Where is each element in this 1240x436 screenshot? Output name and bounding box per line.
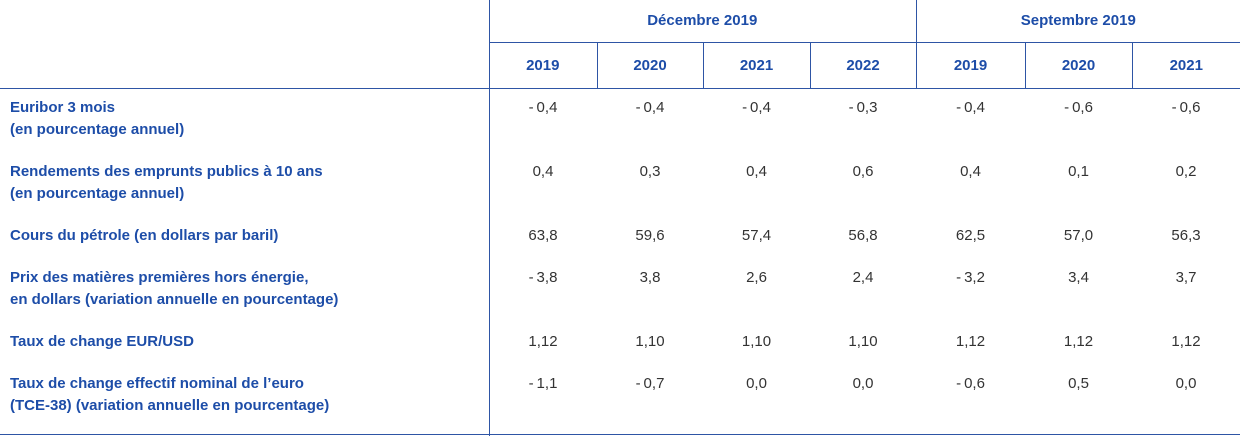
- table-row-eurusd: Taux de change EUR/USD 1,12 1,10 1,10 1,…: [0, 323, 1240, 365]
- row-label: Taux de change effectif nominal de l’eur…: [0, 365, 489, 429]
- value-cell: 2,6: [746, 268, 767, 286]
- value-cell: 2,4: [852, 268, 874, 286]
- table-row-rendements: Rendements des emprunts publics à 10 ans…: [0, 153, 1240, 217]
- value-cell: - 0,6: [956, 374, 985, 392]
- row-label-line1: Prix des matières premières hors énergie…: [10, 268, 309, 286]
- value-cell: 1,10: [741, 332, 772, 350]
- row-label: Euribor 3 mois (en pourcentage annuel): [0, 88, 489, 153]
- value-cell: 3,8: [639, 268, 661, 286]
- value-cell: - 0,6: [1064, 98, 1093, 116]
- row-label-line2: (TCE-38) (variation annuelle en pourcent…: [10, 396, 330, 414]
- value-cell: 1,12: [955, 332, 986, 350]
- value-cell: - 0,4: [528, 98, 558, 116]
- value-cell: 0,0: [1175, 374, 1197, 392]
- value-cell: 59,6: [635, 226, 665, 244]
- year-header: 2021: [1131, 42, 1240, 89]
- value-cell: 0,3: [639, 162, 661, 180]
- table-row-euribor: Euribor 3 mois (en pourcentage annuel) -…: [0, 88, 1240, 153]
- value-cell: 1,10: [848, 332, 878, 350]
- value-cell: 0,5: [1068, 374, 1089, 392]
- value-cell: - 3,2: [956, 268, 985, 286]
- value-cell: - 0,3: [848, 98, 878, 116]
- value-cell: 1,12: [1171, 332, 1201, 350]
- row-label-line2: (en pourcentage annuel): [10, 120, 185, 138]
- value-cell: 63,8: [528, 226, 558, 244]
- header-spacer: [0, 42, 489, 89]
- value-cell: 56,8: [848, 226, 878, 244]
- row-label-line2: en dollars (variation annuelle en pource…: [10, 290, 339, 308]
- column-group-decembre-2019: Décembre 2019: [489, 0, 917, 43]
- row-label: Taux de change EUR/USD: [0, 323, 489, 365]
- value-cell: 0,4: [746, 162, 767, 180]
- value-cell: 0,0: [746, 374, 767, 392]
- row-label: Prix des matières premières hors énergie…: [0, 259, 489, 323]
- value-cell: 1,12: [528, 332, 558, 350]
- value-cell: - 0,4: [742, 98, 771, 116]
- value-cell: 3,4: [1068, 268, 1089, 286]
- value-cell: 56,3: [1171, 226, 1201, 244]
- value-cell: 0,4: [960, 162, 981, 180]
- table-row-taux-effectif: Taux de change effectif nominal de l’eur…: [0, 365, 1240, 429]
- year-header: 2019: [915, 42, 1026, 89]
- value-cell: 0,4: [532, 162, 554, 180]
- value-cell: 62,5: [955, 226, 986, 244]
- row-label-line1: Euribor 3 mois: [10, 98, 116, 116]
- value-cell: 1,10: [635, 332, 665, 350]
- column-group-header-row: Décembre 2019 Septembre 2019: [0, 0, 1240, 43]
- year-header: 2019: [489, 42, 597, 89]
- row-label-line1: Cours du pétrole (en dollars par baril): [10, 226, 279, 244]
- value-cell: 57,4: [741, 226, 772, 244]
- label-column-divider-line: [489, 0, 490, 436]
- value-cell: 57,0: [1063, 226, 1094, 244]
- value-cell: 0,0: [852, 374, 874, 392]
- column-group-septembre-2019: Septembre 2019: [915, 0, 1240, 43]
- year-header: 2020: [1024, 42, 1133, 89]
- row-label-line1: Taux de change EUR/USD: [10, 332, 194, 350]
- value-cell: 1,12: [1063, 332, 1094, 350]
- row-label-line2: (en pourcentage annuel): [10, 184, 185, 202]
- year-header-row: 2019 2020 2021 2022 2019 2020 2021: [0, 42, 1240, 89]
- value-cell: - 0,4: [635, 98, 665, 116]
- value-cell: 3,7: [1175, 268, 1197, 286]
- row-label: Rendements des emprunts publics à 10 ans…: [0, 153, 489, 217]
- table-row-matieres-premieres: Prix des matières premières hors énergie…: [0, 259, 1240, 323]
- row-label-line1: Rendements des emprunts publics à 10 ans: [10, 162, 323, 180]
- value-cell: - 0,6: [1171, 98, 1201, 116]
- row-label: Cours du pétrole (en dollars par baril): [0, 217, 489, 259]
- value-cell: - 0,4: [956, 98, 985, 116]
- table-bottom-rule: [0, 434, 1240, 435]
- year-header: 2021: [702, 42, 810, 89]
- value-cell: - 1,1: [528, 374, 558, 392]
- year-header: 2022: [809, 42, 917, 89]
- row-label-line1: Taux de change effectif nominal de l’eur…: [10, 374, 304, 392]
- table-row-petrole: Cours du pétrole (en dollars par baril) …: [0, 217, 1240, 259]
- value-cell: - 3,8: [528, 268, 558, 286]
- value-cell: - 0,7: [635, 374, 665, 392]
- value-cell: 0,2: [1175, 162, 1197, 180]
- header-spacer: [0, 0, 489, 42]
- value-cell: 0,1: [1068, 162, 1089, 180]
- year-header: 2020: [596, 42, 703, 89]
- value-cell: 0,6: [852, 162, 874, 180]
